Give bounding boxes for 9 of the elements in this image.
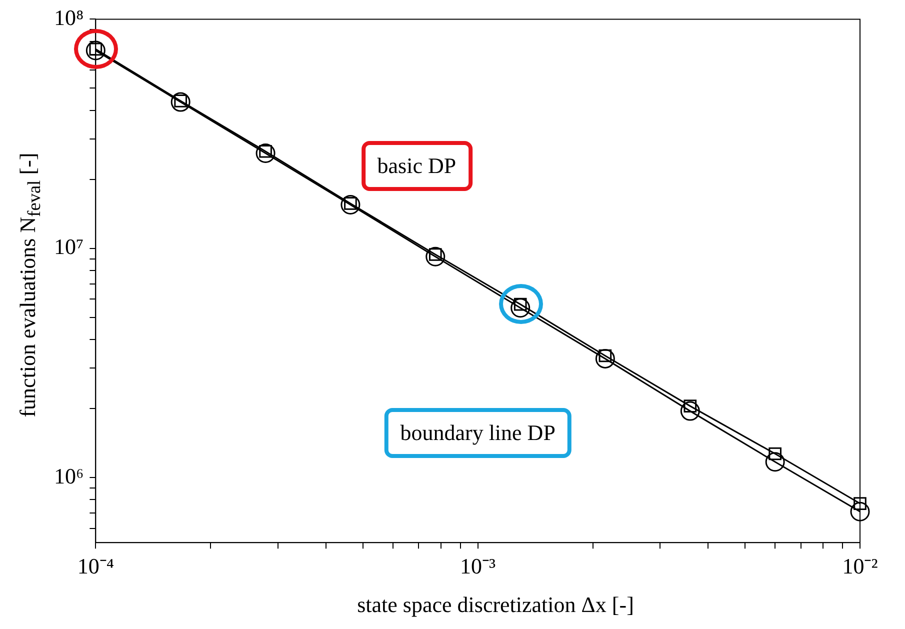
annotation: boundary line DP bbox=[384, 408, 572, 458]
y-tick-label: 10⁸ bbox=[54, 4, 84, 30]
y-tick-label: 10⁷ bbox=[54, 234, 84, 260]
x-axis-title: state space discretization Δx [-] bbox=[356, 592, 635, 618]
x-tick-label: 10⁻² bbox=[842, 554, 878, 579]
x-tick-label: 10⁻³ bbox=[460, 554, 496, 579]
annotation: basic DP bbox=[361, 140, 472, 191]
x-tick-label: 10⁻⁴ bbox=[77, 554, 114, 579]
y-tick-label: 10⁶ bbox=[54, 463, 84, 488]
